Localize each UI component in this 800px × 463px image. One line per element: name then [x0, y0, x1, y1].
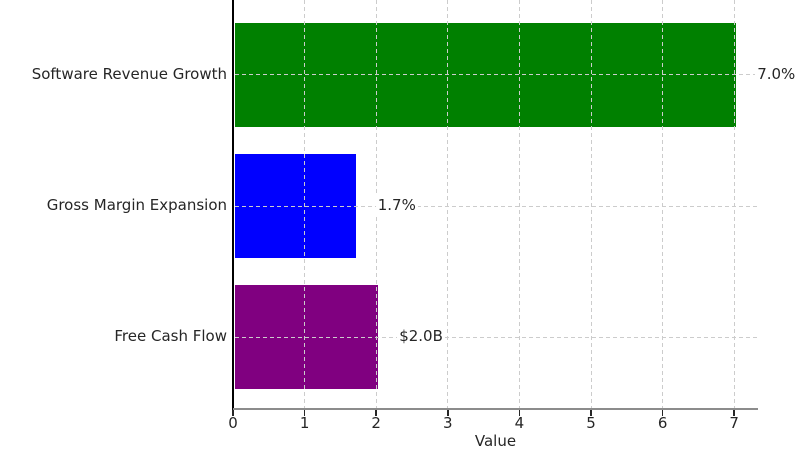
x-tick-label-0: 0 — [228, 414, 238, 432]
x-tick-label-1: 1 — [299, 414, 310, 432]
x-tick-mark-1 — [303, 410, 306, 416]
x-tick-label-7: 7 — [729, 414, 739, 432]
x-tick-mark-3 — [447, 410, 449, 416]
gridline-horizontal-1 — [234, 205, 758, 207]
gridline-vertical-6 — [662, 0, 664, 408]
x-axis-spine — [233, 408, 758, 410]
category-label: Software Revenue Growth — [31, 64, 227, 83]
x-axis-title: Value — [474, 432, 517, 450]
gridline-horizontal-0 — [234, 74, 758, 75]
x-tick-mark-0 — [232, 410, 234, 416]
value-label: 1.7% — [375, 196, 418, 215]
value-label: $2.0B — [397, 327, 445, 346]
x-tick-mark-2 — [375, 410, 377, 416]
gridline-vertical-4 — [518, 0, 520, 408]
value-label: 7.0% — [755, 64, 798, 84]
gridline-vertical-3 — [447, 0, 449, 408]
x-tick-mark-7 — [733, 410, 735, 416]
x-tick-label-3: 3 — [443, 414, 453, 432]
gridline-vertical-1 — [304, 0, 306, 408]
category-label: Free Cash Flow — [114, 327, 227, 345]
gridline-vertical-5 — [590, 0, 592, 408]
gridline-horizontal-2 — [234, 336, 758, 338]
x-tick-mark-4 — [518, 410, 521, 416]
x-tick-mark-5 — [590, 410, 592, 416]
category-label: Gross Margin Expansion — [46, 196, 227, 214]
x-tick-label-4: 4 — [514, 414, 525, 432]
y-axis-spine — [232, 0, 234, 410]
x-tick-mark-6 — [661, 410, 664, 416]
x-tick-label-6: 6 — [657, 414, 668, 432]
x-tick-label-2: 2 — [371, 414, 381, 432]
x-tick-label-5: 5 — [586, 414, 596, 432]
gridline-vertical-7 — [733, 0, 735, 408]
